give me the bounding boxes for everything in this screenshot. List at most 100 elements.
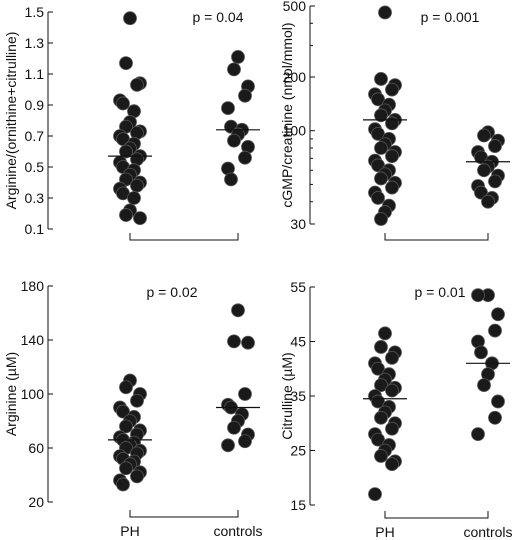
y-tick-label: 35 (290, 388, 306, 404)
data-point-controls (241, 335, 255, 350)
data-point-ph (378, 326, 392, 341)
data-point-controls (238, 434, 252, 449)
chart-panel-2: 30 100 200 500 cGMP/creatinine (nmol/mmol) p … (279, 0, 510, 241)
group-bracket (129, 510, 239, 518)
chart-panel-3: 20 60 100 140 180 Arginine (µM) p = 0.02 PH cont… (3, 278, 263, 539)
group-label-ph: PH (375, 524, 394, 540)
p-value-label: p = 0.02 (147, 284, 198, 300)
p-value-label: p = 0.04 (193, 9, 244, 25)
y-tick-label: 180 (21, 278, 45, 294)
data-point-controls (477, 163, 491, 178)
data-point-controls (227, 420, 241, 435)
y-tick-label: 30 (290, 216, 306, 232)
data-point-controls (481, 194, 495, 209)
data-point-ph (385, 383, 399, 398)
group-bracket (384, 511, 489, 519)
data-point-ph (119, 461, 133, 476)
data-point-controls (488, 323, 502, 338)
data-point-ph (385, 421, 399, 436)
group-bracket (384, 233, 489, 241)
data-point-ph (130, 393, 144, 408)
data-point-ph (368, 487, 382, 502)
y-axis-label: Citrulline (µM) (279, 352, 295, 439)
data-point-ph (385, 350, 399, 365)
data-point-ph (385, 116, 399, 131)
data-point-controls (488, 410, 502, 425)
y-tick-label: 140 (21, 332, 45, 348)
p-value-label: p = 0.001 (421, 9, 480, 25)
y-tick-label: 55 (290, 279, 306, 295)
data-point-ph (374, 410, 388, 425)
y-axis-label: cGMP/creatinine (nmol/mmol) (279, 22, 295, 207)
y-tick-label: 200 (283, 69, 307, 85)
data-point-ph (119, 419, 133, 434)
y-tick-label: 0.1 (25, 221, 45, 237)
data-point-ph (119, 144, 133, 159)
data-point-ph (374, 171, 388, 186)
group-label-controls: controls (463, 524, 512, 540)
data-point-controls (224, 172, 238, 187)
data-point-ph (371, 432, 385, 447)
data-point-controls (474, 185, 488, 200)
data-point-controls (477, 128, 491, 143)
data-point-ph (371, 361, 385, 376)
data-point-ph (371, 92, 385, 107)
data-point-controls (231, 50, 245, 64)
data-point-ph (374, 340, 388, 354)
y-axis-label: Arginine/(ornithine+citrulline) (3, 32, 19, 210)
data-point-ph (374, 212, 388, 226)
data-point-controls (231, 303, 245, 318)
data-point-controls (221, 438, 235, 453)
data-point-ph (130, 178, 144, 193)
data-point-ph (374, 449, 388, 463)
data-point-ph (130, 469, 144, 484)
data-point-ph (374, 378, 388, 393)
y-tick-label: 25 (290, 443, 306, 459)
data-point-ph (385, 149, 399, 164)
y-tick-label: 1.3 (25, 35, 45, 51)
data-point-controls (238, 387, 252, 401)
data-point-controls (491, 394, 505, 409)
p-value-label: p = 0.01 (415, 284, 466, 300)
data-point-ph (123, 11, 137, 26)
y-tick-label: 0.7 (25, 128, 45, 144)
y-tick-label: 100 (283, 123, 307, 139)
group-label-controls: controls (213, 523, 262, 539)
y-tick-label: 0.5 (25, 159, 45, 175)
data-point-ph (127, 191, 141, 205)
y-tick-label: 0.9 (25, 97, 45, 113)
data-point-controls (471, 427, 485, 442)
data-point-ph (119, 56, 133, 71)
data-point-ph (116, 404, 130, 419)
data-point-ph (385, 457, 399, 472)
data-point-ph (378, 5, 392, 20)
y-tick-label: 500 (283, 0, 307, 14)
data-point-controls (471, 288, 485, 303)
data-point-controls (491, 307, 505, 322)
y-tick-label: 45 (290, 334, 306, 350)
data-point-controls (238, 88, 252, 103)
data-point-controls (238, 150, 252, 165)
y-tick-label: 1.5 (25, 4, 45, 20)
y-tick-label: 20 (28, 494, 44, 510)
data-point-ph (385, 82, 399, 97)
data-point-ph (133, 211, 147, 226)
y-tick-label: 0.3 (25, 190, 45, 206)
data-point-controls (488, 139, 502, 153)
data-point-controls (474, 345, 488, 360)
data-point-ph (119, 208, 133, 222)
group-bracket (129, 233, 239, 241)
y-tick-label: 1.1 (25, 66, 45, 82)
y-tick-label: 100 (21, 386, 45, 402)
data-point-controls (227, 334, 241, 349)
data-point-ph (374, 141, 388, 155)
data-point-ph (116, 477, 130, 492)
data-point-ph (374, 72, 388, 86)
data-point-controls (477, 378, 491, 393)
data-point-ph (116, 96, 130, 111)
data-point-ph (385, 180, 399, 195)
chart-panel-4: 15 25 35 45 55 Citrulline (µM) p = 0.01 PH contr… (279, 279, 513, 540)
y-axis-label: Arginine (µM) (3, 352, 19, 436)
y-tick-label: 60 (28, 440, 44, 456)
